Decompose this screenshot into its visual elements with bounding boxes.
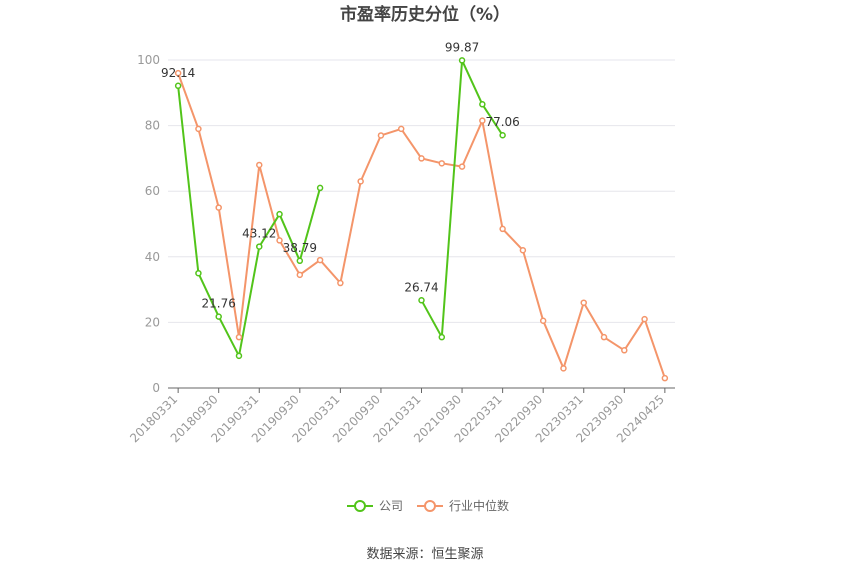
series-lines — [177, 59, 666, 379]
series-point — [600, 333, 608, 341]
source-note: 数据来源：恒生聚源 — [366, 547, 483, 562]
series-point — [215, 313, 222, 320]
series-point — [215, 204, 222, 211]
series-point — [235, 352, 243, 360]
series-point — [296, 271, 304, 279]
y-tick-label: 0 — [152, 381, 160, 395]
legend-marker — [424, 500, 436, 512]
chart-title: 市盈率历史分位（%） — [340, 4, 510, 25]
data-label: 26.74 — [404, 280, 438, 294]
grid-lines — [168, 59, 675, 323]
data-label: 92.14 — [161, 66, 195, 80]
series-points — [174, 57, 669, 382]
series-point — [499, 225, 506, 233]
y-tick-label: 40 — [145, 250, 160, 264]
series-point — [641, 315, 648, 323]
series-point — [438, 333, 446, 341]
series-point — [174, 69, 182, 77]
series-point — [337, 279, 344, 287]
series-point — [621, 347, 628, 354]
series-point — [479, 101, 486, 108]
y-tick-label: 80 — [145, 119, 160, 133]
data-label: 21.76 — [202, 297, 236, 311]
x-axis: 2018033120180930201903312019093020200331… — [127, 387, 675, 445]
series-point — [377, 132, 385, 139]
series-point — [499, 131, 506, 139]
y-tick-label: 100 — [137, 53, 160, 67]
y-axis: 0 20 40 60 80 100 — [137, 53, 160, 395]
series-point — [256, 161, 263, 169]
series-point — [276, 237, 283, 244]
data-labels: 92.14 21.76 43.12 38.79 26.74 99.87 77.06 — [161, 40, 520, 310]
series-point — [397, 125, 405, 133]
series-point — [560, 365, 567, 372]
data-label: 77.06 — [485, 115, 519, 129]
y-tick-label: 20 — [145, 315, 160, 329]
series-point — [316, 256, 324, 264]
data-label: 43.12 — [242, 227, 276, 241]
y-tick-label: 60 — [145, 184, 160, 198]
series-point — [316, 184, 324, 192]
series-point — [580, 299, 587, 306]
series-line-0 — [177, 59, 504, 357]
series-point — [256, 243, 263, 250]
series-point — [539, 317, 547, 325]
data-label: 38.79 — [283, 241, 317, 255]
series-point — [438, 160, 446, 167]
series-point — [458, 57, 466, 64]
data-label: 99.87 — [445, 40, 479, 54]
legend-item-0[interactable]: 公司 — [347, 499, 403, 513]
series-point — [174, 82, 182, 90]
series-point — [458, 163, 466, 170]
series-point — [357, 178, 364, 185]
series-point — [195, 269, 202, 277]
series-point — [418, 297, 425, 304]
legend-item-1[interactable]: 行业中位数 — [417, 498, 509, 513]
series-point — [195, 125, 202, 133]
series-point — [661, 374, 669, 382]
legend-label: 公司 — [379, 499, 403, 513]
legend-label: 行业中位数 — [449, 498, 509, 513]
series-point — [479, 117, 486, 124]
series-point — [418, 155, 425, 162]
series-point — [276, 210, 283, 218]
legend-marker — [354, 500, 366, 512]
series-point — [519, 246, 527, 254]
legend[interactable]: 公司 行业中位数 — [347, 498, 509, 513]
series-point — [296, 257, 304, 265]
series-point — [235, 333, 243, 341]
